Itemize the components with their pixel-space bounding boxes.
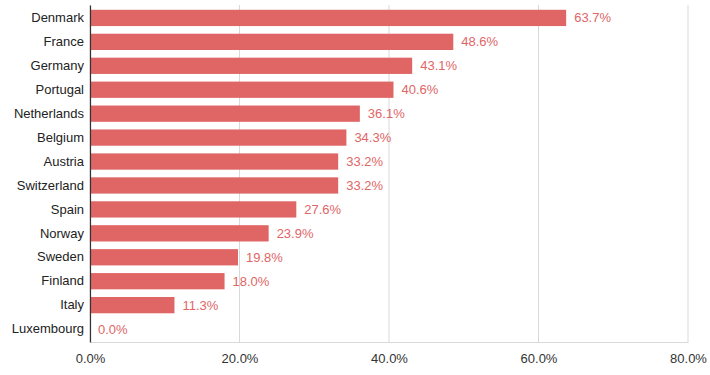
bars (90, 10, 566, 313)
y-tick: Netherlands (14, 106, 90, 121)
y-tick: Norway (40, 225, 90, 240)
x-tick: 40.0% (371, 342, 408, 366)
data-label: 43.1% (420, 58, 457, 73)
category-label: Finland (41, 273, 84, 288)
data-label: 27.6% (304, 202, 341, 217)
bar (90, 153, 338, 169)
bar (90, 34, 453, 50)
y-tick: Belgium (37, 130, 90, 145)
grid (90, 5, 688, 342)
data-label: 18.0% (233, 274, 270, 289)
x-tick: 0.0% (76, 342, 106, 366)
plot-area: 0.0% 20.0% 40.0% 60.0% 80.0% Denmark France Ger… (12, 5, 708, 366)
category-label: Norway (40, 225, 85, 240)
bar (90, 10, 566, 26)
category-label: Austria (44, 154, 85, 169)
category-label: Spain (51, 202, 84, 217)
category-label: Netherlands (14, 106, 85, 121)
y-tick: France (44, 34, 90, 49)
y-tick: Portugal (36, 82, 90, 97)
y-tick: Switzerland (17, 178, 90, 193)
x-tick-label: 20.0% (222, 351, 259, 366)
y-tick: Sweden (37, 249, 90, 264)
y-tick: Luxembourg (12, 321, 90, 336)
y-tick: Italy (60, 297, 90, 312)
bar (90, 249, 238, 265)
x-tick: 80.0% (670, 342, 707, 366)
category-label: Luxembourg (12, 321, 84, 336)
bar (90, 106, 360, 122)
x-tick-label: 80.0% (670, 351, 707, 366)
bar (90, 82, 393, 98)
data-label: 63.7% (574, 10, 611, 25)
grid-line (688, 5, 689, 342)
grid-line (538, 5, 539, 342)
data-label: 33.2% (346, 154, 383, 169)
x-axis: 0.0% 20.0% 40.0% 60.0% 80.0% (76, 342, 708, 366)
x-tick-label: 0.0% (76, 351, 106, 366)
data-label: 19.8% (246, 250, 283, 265)
data-label: 33.2% (346, 178, 383, 193)
data-label: 40.6% (401, 82, 438, 97)
bar (90, 273, 225, 289)
category-label: Portugal (36, 82, 85, 97)
y-axis: Denmark France Germany Portugal Netherlands B… (12, 6, 91, 343)
bar (90, 129, 346, 145)
category-label: Sweden (37, 249, 84, 264)
category-label: Italy (60, 297, 84, 312)
category-label: Switzerland (17, 178, 84, 193)
bar (90, 177, 338, 193)
category-label: France (44, 34, 84, 49)
chart: 0.0% 20.0% 40.0% 60.0% 80.0% Denmark France Ger… (0, 0, 710, 375)
grid-line (239, 5, 240, 342)
y-tick: Austria (44, 154, 90, 169)
y-tick: Spain (51, 202, 90, 217)
bar (90, 225, 269, 241)
data-label: 23.9% (277, 226, 314, 241)
x-axis-line (91, 342, 689, 343)
data-label: 36.1% (368, 106, 405, 121)
data-label: 48.6% (461, 34, 498, 49)
y-tick: Finland (41, 273, 90, 288)
x-tick-label: 60.0% (521, 351, 558, 366)
x-tick-label: 40.0% (371, 351, 408, 366)
category-label: Denmark (31, 10, 84, 25)
grid-line (389, 5, 390, 342)
data-label: 11.3% (182, 298, 218, 313)
x-tick: 60.0% (521, 342, 558, 366)
data-labels: 63.7% 48.6% 43.1% 40.6% 36.1% 34.3% 33.2% 33.2%… (98, 10, 611, 336)
data-label: 0.0% (98, 322, 128, 337)
category-label: Belgium (37, 130, 84, 145)
category-label: Germany (31, 58, 85, 73)
grid-line (90, 5, 91, 342)
bar (90, 297, 174, 313)
bar (90, 201, 296, 217)
bar (90, 58, 412, 74)
data-label: 34.3% (354, 130, 391, 145)
x-tick: 20.0% (222, 342, 259, 366)
y-tick: Germany (31, 58, 90, 73)
y-tick: Denmark (31, 10, 90, 25)
y-axis-line (90, 6, 91, 343)
